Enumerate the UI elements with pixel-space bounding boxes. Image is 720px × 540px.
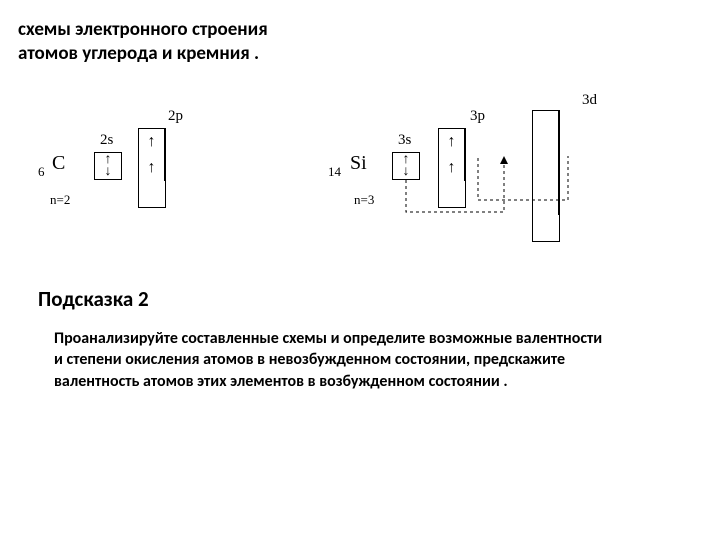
silicon-3p-label: 3p — [470, 108, 485, 125]
hint-title: Подсказка 2 — [38, 286, 702, 312]
electron-up-icon: ↑ — [148, 160, 156, 176]
carbon-2p-label: 2p — [168, 108, 183, 125]
silicon-3s-label: 3s — [398, 132, 411, 149]
electron-up-icon: ↑ — [448, 134, 456, 150]
silicon-atomic-number: 14 — [328, 164, 341, 180]
orbital-cell: ↑ — [139, 129, 165, 155]
electron-up-icon: ↑ — [148, 134, 156, 150]
carbon-atomic-number: 6 — [38, 164, 45, 180]
silicon-shell-label: n=3 — [354, 192, 374, 208]
electron-pair-icon: ↑↓ — [105, 154, 112, 176]
carbon-symbol: C — [52, 152, 65, 175]
page-title: схемы электронного строения атомов углер… — [18, 18, 702, 66]
carbon-shell-label: n=2 — [50, 192, 70, 208]
hint-body: Проанализируйте составленные схемы и опр… — [54, 328, 614, 393]
carbon-2s-box: ↑↓ — [94, 152, 122, 180]
silicon-symbol: Si — [350, 152, 367, 175]
title-line-1: схемы электронного строения — [18, 18, 268, 41]
orbital-cell: ↑ — [439, 129, 465, 155]
orbital-cell: ↑ — [139, 155, 165, 181]
silicon-3d-label: 3d — [582, 92, 597, 109]
orbital-cell: ↑↓ — [95, 153, 121, 179]
orbital-cell — [139, 181, 165, 207]
excitation-arc-icon — [400, 156, 670, 226]
orbital-cell — [533, 111, 559, 137]
title-line-2: атомов углерода и кремния . — [18, 42, 259, 65]
carbon-2p-box: ↑ ↑ — [138, 128, 166, 208]
carbon-2s-label: 2s — [100, 132, 113, 149]
orbital-diagrams: 6 C n=2 2s ↑↓ 2p ↑ ↑ 14 Si n=3 3s ↑↓ 3p … — [18, 96, 702, 256]
